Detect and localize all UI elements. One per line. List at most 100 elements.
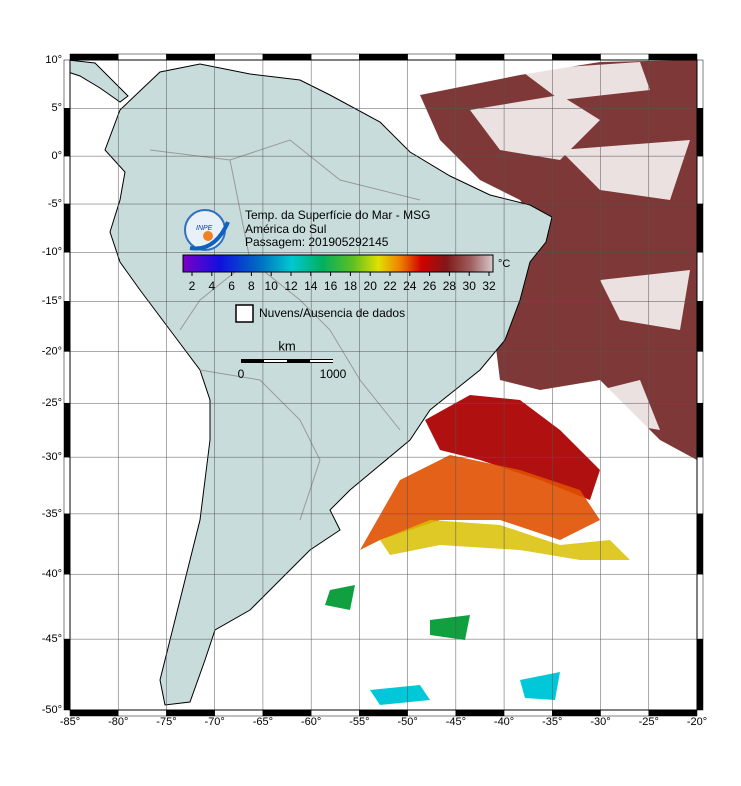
colorbar-label: 22 xyxy=(383,279,397,293)
frame-segment xyxy=(503,53,553,61)
sst-yellow xyxy=(380,520,630,560)
central-america xyxy=(70,60,129,103)
colorbar-label: 26 xyxy=(423,279,437,293)
colorbar-label: 18 xyxy=(344,279,358,293)
title-line: Passagem: 201905292145 xyxy=(245,235,389,249)
frame-segment xyxy=(63,456,71,515)
colorbar xyxy=(182,254,494,273)
colorbar-label: 30 xyxy=(463,279,477,293)
legend-swatch xyxy=(235,304,254,323)
lat-tick-label: -10° xyxy=(42,246,62,258)
frame-segment xyxy=(63,203,71,253)
frame xyxy=(63,53,704,717)
frame-border xyxy=(69,59,698,711)
lat-tick-label: -15° xyxy=(42,295,62,307)
lon-tick-label: -45° xyxy=(446,716,466,728)
lon-tick-label: -70° xyxy=(205,716,225,728)
lat-tick-label: -40° xyxy=(42,568,62,580)
sst-cyan xyxy=(370,672,560,705)
frame-segment xyxy=(600,53,650,61)
frame-segment xyxy=(63,638,71,711)
lon-tick-label: -80° xyxy=(108,716,128,728)
colorbar-label: 16 xyxy=(324,279,338,293)
sst-green xyxy=(325,585,470,640)
frame-segment xyxy=(63,252,71,302)
frame-segment xyxy=(696,456,704,515)
lon-tick-label: -55° xyxy=(349,716,369,728)
scale-bar-seg xyxy=(264,360,287,362)
colorbar-unit: °C xyxy=(498,258,510,270)
colorbar-label: 14 xyxy=(304,279,318,293)
colorbar-label: 12 xyxy=(284,279,298,293)
lon-tick-label: -60° xyxy=(301,716,321,728)
lon-tick-label: -75° xyxy=(156,716,176,728)
frame-segment xyxy=(696,203,704,253)
frame-segment xyxy=(63,155,71,205)
scale-label: 1000 xyxy=(320,367,347,381)
lat-tick-label: -20° xyxy=(42,345,62,357)
frame-segment xyxy=(262,53,312,61)
scale-bar-seg xyxy=(310,360,333,362)
borders xyxy=(149,139,421,521)
colorbar-label: 28 xyxy=(443,279,457,293)
lat-tick-label: -5° xyxy=(48,198,62,210)
lon-tick-label: -35° xyxy=(542,716,562,728)
lat-tick-label: 5° xyxy=(51,102,62,114)
frame-segment xyxy=(63,513,71,575)
sst-hot xyxy=(425,395,600,500)
logo-swoosh xyxy=(189,221,230,251)
frame-segment xyxy=(63,59,71,109)
colorbar-label: 4 xyxy=(208,279,215,293)
lon-tick-label: -40° xyxy=(494,716,514,728)
lon-tick-label: -85° xyxy=(60,716,80,728)
lat-tick-label: -30° xyxy=(42,451,62,463)
frame-segment xyxy=(166,53,215,61)
lon-tick-label: -25° xyxy=(639,716,659,728)
frame-segment xyxy=(310,53,360,61)
frame-segment xyxy=(696,108,704,157)
frame-segment xyxy=(696,351,704,404)
frame-segment xyxy=(63,351,71,404)
colorbar-label: 10 xyxy=(265,279,279,293)
frame-segment xyxy=(117,53,167,61)
frame-segment xyxy=(696,155,704,205)
lat-tick-label: 0° xyxy=(51,150,62,162)
frame-segment xyxy=(696,573,704,640)
frame-segment xyxy=(696,638,704,711)
colorbar-label: 32 xyxy=(482,279,496,293)
colorbar-label: 6 xyxy=(228,279,235,293)
frame-segment xyxy=(696,59,704,109)
colorbar-label: 8 xyxy=(248,279,255,293)
lon-tick-label: -50° xyxy=(397,716,417,728)
frame-segment xyxy=(407,53,457,61)
lat-tick-label: -25° xyxy=(42,397,62,409)
colorbar-label: 20 xyxy=(364,279,378,293)
frame-segment xyxy=(214,53,264,61)
frame-segment xyxy=(552,53,601,61)
frame-segment xyxy=(455,53,505,61)
lon-tick-label: -30° xyxy=(590,716,610,728)
legend-text: Nuvens/Ausencia de dados xyxy=(259,306,405,320)
frame-segment xyxy=(696,513,704,575)
scale-unit: km xyxy=(278,338,295,353)
lon-tick-label: -65° xyxy=(253,716,273,728)
frame-segment xyxy=(69,53,119,61)
lon-tick-label: -20° xyxy=(687,716,707,728)
colorbar-labels: 2 4 6 8 10 12 14 16 18 20 22 24 26 28 30 32 xyxy=(189,272,496,293)
frame-segment xyxy=(696,301,704,352)
frame-segment xyxy=(63,573,71,640)
lat-tick-label: -35° xyxy=(42,508,62,520)
lat-tick-label: -50° xyxy=(42,704,62,716)
title-line: Temp. da Superfície do Mar - MSG xyxy=(245,208,430,222)
colorbar-label: 2 xyxy=(189,279,196,293)
frame-segment xyxy=(359,53,408,61)
colorbar-label: 24 xyxy=(403,279,417,293)
cloud-patch xyxy=(470,62,690,430)
logo-text: INPE xyxy=(196,225,213,232)
lat-tick-label: 10° xyxy=(45,54,62,66)
map-body xyxy=(70,60,697,710)
frame-segment xyxy=(63,301,71,352)
title-line: América do Sul xyxy=(245,222,326,236)
frame-segment xyxy=(63,402,71,458)
